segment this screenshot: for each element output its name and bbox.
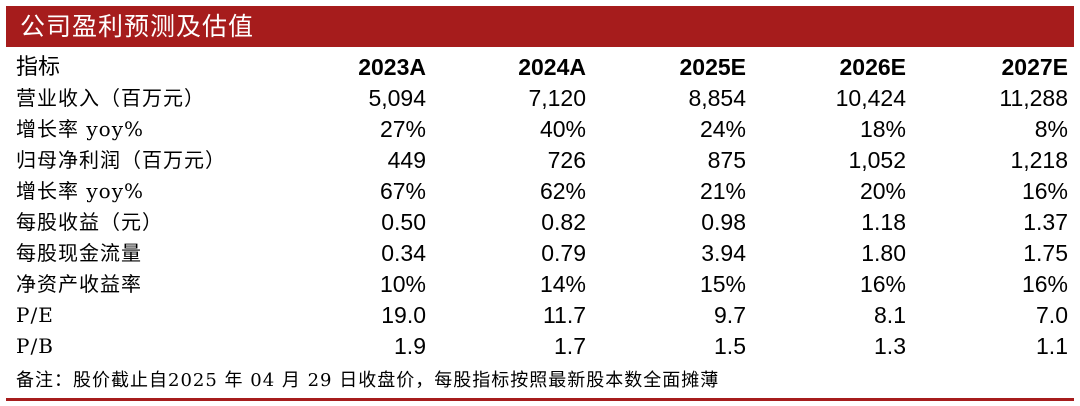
cell-value: 1.1: [1036, 333, 1068, 359]
header-year: 2027E: [1001, 54, 1068, 80]
cell-value: 0.50: [381, 209, 426, 235]
header-row: 指标 2023A 2024A 2025E 2026E 2027E: [6, 52, 1068, 83]
table-row: 每股现金流量 0.34 0.79 3.94 1.80 1.75: [6, 238, 1068, 269]
row-label: 每股收益（元）: [16, 210, 163, 234]
cell-value: 875: [707, 147, 746, 173]
cell-value: 24%: [699, 116, 746, 142]
cell-value: 16%: [859, 271, 906, 297]
cell-value: 0.98: [701, 209, 746, 235]
cell-value: 5,094: [368, 85, 426, 111]
cell-value: 1,052: [848, 147, 906, 173]
row-label: P/E: [16, 303, 54, 327]
cell-value: 20%: [859, 178, 906, 204]
cell-value: 1.9: [394, 333, 426, 359]
cell-value: 10,424: [835, 85, 906, 111]
cell-value: 19.0: [381, 302, 426, 328]
row-label: 净资产收益率: [16, 272, 142, 296]
cell-value: 16%: [1021, 271, 1068, 297]
row-label: 增长率 yoy%: [16, 117, 144, 141]
title-bar: 公司盈利预测及估值: [6, 6, 1074, 47]
header-year: 2024A: [518, 54, 586, 80]
table-row: P/E 19.0 11.7 9.7 8.1 7.0: [6, 300, 1068, 331]
cell-value: 1.18: [861, 209, 906, 235]
cell-value: 449: [387, 147, 426, 173]
cell-value: 1.7: [554, 333, 586, 359]
table-row: 每股收益（元） 0.50 0.82 0.98 1.18 1.37: [6, 207, 1068, 238]
table-row: 增长率 yoy% 27% 40% 24% 18% 8%: [6, 114, 1068, 145]
cell-value: 8.1: [874, 302, 906, 328]
cell-value: 27%: [379, 116, 426, 142]
row-label: 每股现金流量: [16, 241, 142, 265]
cell-value: 14%: [539, 271, 586, 297]
cell-value: 1.75: [1023, 240, 1068, 266]
cell-value: 1.37: [1023, 209, 1068, 235]
cell-value: 11,288: [999, 85, 1068, 111]
cell-value: 8%: [1034, 116, 1068, 142]
cell-value: 62%: [539, 178, 586, 204]
cell-value: 15%: [699, 271, 746, 297]
cell-value: 10%: [379, 271, 426, 297]
cell-value: 11.7: [542, 302, 586, 328]
header-year: 2023A: [358, 54, 426, 80]
cell-value: 1.3: [874, 333, 906, 359]
row-label: 营业收入（百万元）: [16, 86, 205, 110]
cell-value: 7.0: [1036, 302, 1068, 328]
bottom-divider: [6, 398, 1074, 401]
cell-value: 1.80: [861, 240, 906, 266]
cell-value: 21%: [699, 178, 746, 204]
table-row: 归母净利润（百万元） 449 726 875 1,052 1,218: [6, 145, 1068, 176]
table-row: 净资产收益率 10% 14% 15% 16% 16%: [6, 269, 1068, 300]
table-row: P/B 1.9 1.7 1.5 1.3 1.1: [6, 331, 1068, 362]
cell-value: 726: [547, 147, 586, 173]
footnote: 备注：股价截止自2025 年 04 月 29 日收盘价，每股指标按照最新股本数全…: [16, 370, 720, 391]
row-label: P/B: [16, 334, 54, 358]
page-title: 公司盈利预测及估值: [20, 12, 255, 41]
header-indicator: 指标: [16, 55, 61, 80]
header-year: 2025E: [679, 54, 746, 80]
cell-value: 0.82: [541, 209, 586, 235]
cell-value: 0.34: [381, 240, 426, 266]
table-row: 营业收入（百万元） 5,094 7,120 8,854 10,424 11,28…: [6, 83, 1068, 114]
cell-value: 3.94: [701, 240, 746, 266]
cell-value: 0.79: [541, 240, 586, 266]
cell-value: 8,854: [688, 85, 746, 111]
cell-value: 1.5: [714, 333, 746, 359]
cell-value: 18%: [859, 116, 906, 142]
cell-value: 1,218: [1010, 147, 1068, 173]
row-label: 增长率 yoy%: [16, 179, 144, 203]
row-label: 归母净利润（百万元）: [16, 148, 226, 172]
cell-value: 40%: [539, 116, 586, 142]
header-year: 2026E: [839, 54, 906, 80]
table-row: 增长率 yoy% 67% 62% 21% 20% 16%: [6, 176, 1068, 207]
cell-value: 67%: [379, 178, 426, 204]
cell-value: 9.7: [714, 302, 746, 328]
forecast-table: 指标 2023A 2024A 2025E 2026E 2027E 营业收入（百万…: [6, 52, 1068, 362]
cell-value: 7,120: [528, 85, 586, 111]
cell-value: 16%: [1021, 178, 1068, 204]
